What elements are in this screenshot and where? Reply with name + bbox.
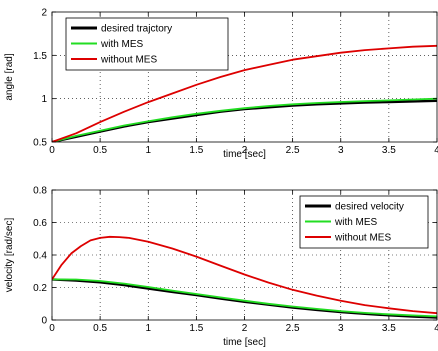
series-line-1 (52, 99, 437, 142)
chart-2: 0 0.5 1 1.5 2 2.5 3 3.5 4 0 0.2 0.4 0.6 0.8 time [sec]… (4, 186, 438, 349)
x-tick-label: 3 (338, 145, 344, 156)
y-tick-label: 2 (41, 8, 47, 19)
series-line-2 (52, 97, 437, 142)
x-tick-label: 4 (434, 145, 438, 156)
x-tick-label: 2 (242, 323, 248, 334)
y-tick-label: 1.5 (33, 51, 47, 62)
x-tick-label: 0 (49, 323, 55, 334)
x-axis-label: time [sec] (223, 149, 266, 160)
x-tick-label: 1 (145, 145, 151, 156)
series-line-3 (52, 235, 437, 315)
x-tick-label: 4 (434, 323, 438, 334)
x-tick-label: 0 (49, 145, 55, 156)
x-tick-label: 3.5 (382, 323, 396, 334)
y-tick-label: 0.2 (33, 283, 47, 294)
series-group (52, 235, 437, 319)
legend-label-1: desired velocity (335, 202, 404, 213)
x-tick-label: 3.5 (382, 145, 396, 156)
x-tick-label: 0.5 (93, 323, 107, 334)
x-tick-label: 1.5 (189, 145, 203, 156)
legend-label-2: with MES (334, 217, 378, 228)
legend-label-3: without MES (334, 233, 391, 244)
legend-label-2: with MES (100, 39, 144, 50)
y-tick-label: 0 (41, 316, 47, 327)
x-tick-label: 1 (145, 323, 151, 334)
legend-label-3: without MES (100, 55, 157, 66)
y-axis-label: velocity [rad/sec] (4, 218, 15, 293)
y-tick-label: 1 (41, 94, 47, 105)
y-tick-label: 0.4 (33, 251, 47, 262)
x-tick-label: 0.5 (93, 145, 107, 156)
series-group (52, 44, 437, 142)
x-axis-label: time [sec] (223, 337, 266, 348)
series-line-2 (52, 278, 437, 318)
series-line-1 (52, 278, 437, 319)
legend-label-1: desired trajctory (101, 24, 172, 35)
x-tick-label: 2.5 (286, 145, 300, 156)
y-tick-label: 0.6 (33, 218, 47, 229)
x-tick-label: 1.5 (189, 323, 203, 334)
legend: desired trajctory with MES without MES (65, 17, 229, 71)
y-axis-label: angle [rad] (4, 53, 15, 100)
y-tick-label: 0.8 (33, 186, 47, 197)
legend: desired velocity with MES without MES (299, 195, 429, 249)
x-tick-label: 2.5 (286, 323, 300, 334)
y-tick-label: 0.5 (33, 138, 47, 149)
x-tick-label: 2 (242, 145, 248, 156)
series-line-3 (52, 44, 437, 142)
x-tick-label: 3 (338, 323, 344, 334)
